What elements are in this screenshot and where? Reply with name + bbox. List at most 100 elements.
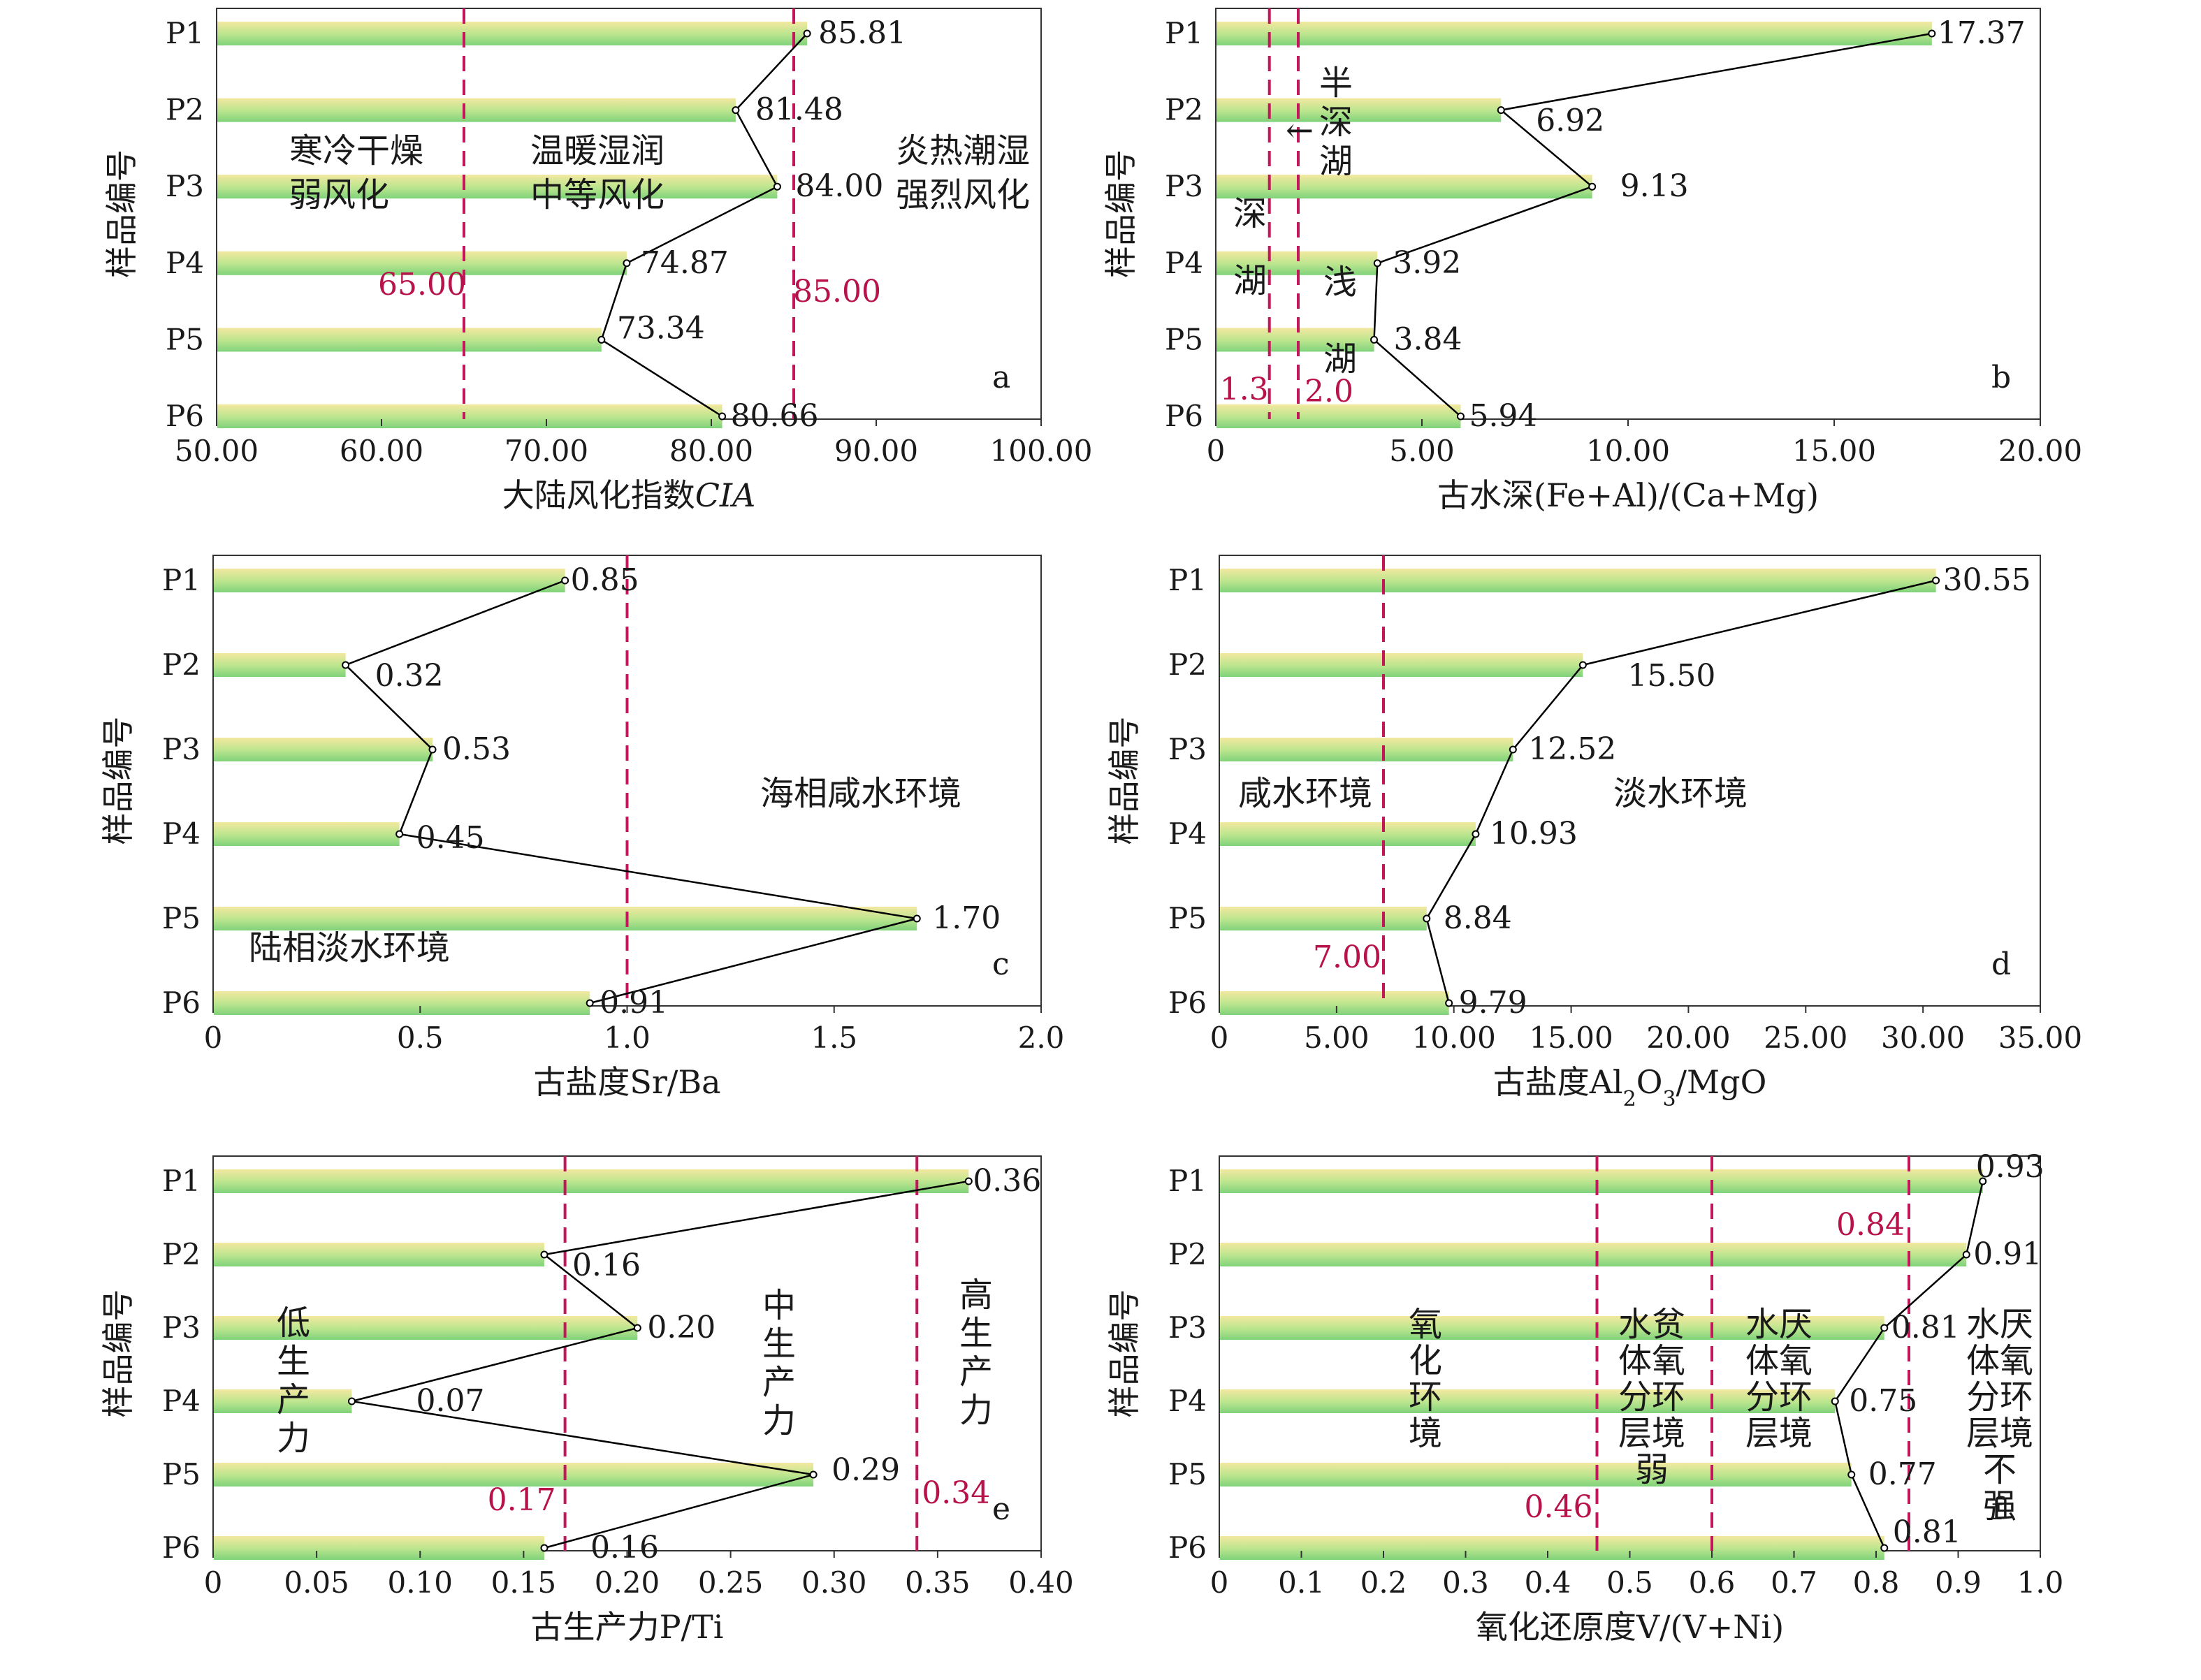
x-tick-label: 30.00 <box>1881 1021 1965 1055</box>
bar <box>1220 991 1449 1015</box>
x-tick-label: 0.5 <box>1606 1565 1653 1600</box>
x-tick-label: 0.10 <box>387 1565 453 1600</box>
data-label: 5.94 <box>1469 398 1537 434</box>
zone-label: 弱风化 <box>289 175 389 214</box>
data-point <box>561 576 569 585</box>
y-tick-label: P4 <box>166 246 204 280</box>
trend-line <box>1425 579 1936 1004</box>
data-label: 0.16 <box>572 1248 641 1283</box>
y-tick-label: P6 <box>1168 986 1207 1020</box>
bar <box>214 991 590 1015</box>
x-tick-label: 0.25 <box>698 1565 764 1600</box>
x-tick-label: 0.40 <box>1008 1565 1074 1600</box>
x-tick-label: 80.00 <box>669 434 753 468</box>
data-label: 0.77 <box>1868 1456 1937 1492</box>
y-axis-title: 样品编号 <box>99 717 137 845</box>
y-tick-label: P6 <box>1165 399 1203 433</box>
bar <box>217 22 808 45</box>
zone-label: 力 <box>959 1391 993 1430</box>
data-point <box>1847 1470 1856 1479</box>
data-point <box>633 1324 641 1332</box>
y-axis-title: 样品编号 <box>99 1290 137 1418</box>
bar <box>214 822 400 846</box>
data-point <box>773 182 781 191</box>
x-tick-label: 25.00 <box>1764 1021 1847 1055</box>
data-point <box>623 259 631 268</box>
y-tick-label: P6 <box>162 1531 201 1565</box>
x-tick-label: 0.30 <box>801 1565 867 1600</box>
bar <box>1216 328 1374 352</box>
x-tick-label: 0.9 <box>1935 1565 1982 1600</box>
zone-label: 境 <box>1409 1414 1442 1453</box>
y-tick-label: P1 <box>1165 16 1203 50</box>
zone-label: 湖 <box>1319 142 1353 181</box>
y-tick-label: P5 <box>1165 322 1203 356</box>
y-tick-label: P3 <box>1168 1310 1207 1345</box>
bar <box>1220 1389 1836 1413</box>
x-tick-label: 0.05 <box>284 1565 349 1600</box>
y-tick-label: P4 <box>1168 1384 1207 1418</box>
data-point <box>913 914 921 923</box>
bar <box>1220 1243 1967 1266</box>
threshold-label: 85.00 <box>793 274 881 309</box>
zone-label: 湖 <box>1323 339 1357 379</box>
threshold-label: 0.46 <box>1525 1489 1593 1525</box>
x-tick-label: 90.00 <box>834 434 918 468</box>
bar <box>214 1243 544 1266</box>
zone-label: 分环 <box>1966 1378 2033 1417</box>
zone-label: 产 <box>762 1363 796 1402</box>
data-point <box>1456 412 1465 421</box>
y-tick-label: P2 <box>162 1237 201 1271</box>
data-label: 9.13 <box>1620 168 1689 204</box>
data-label: 30.55 <box>1943 562 2031 598</box>
x-tick-label: 2.0 <box>1018 1021 1065 1055</box>
y-tick-label: P3 <box>1168 732 1207 766</box>
zone-label: 分环 <box>1618 1378 1685 1417</box>
data-point <box>1423 914 1431 923</box>
zone-label: 湖 <box>1233 261 1267 300</box>
y-tick-label: P2 <box>1168 1237 1207 1271</box>
zone-label: 寒冷干燥 <box>289 131 423 170</box>
zone-label: 弱 <box>1635 1450 1669 1489</box>
threshold-label: 0.84 <box>1836 1207 1905 1243</box>
data-label: 0.20 <box>647 1310 715 1345</box>
panel-c: P1 P2 P3 P4 P5 P6 0.85 0.32 0.53 0.45 1.70 0.91 0 0.5… <box>99 555 1064 1101</box>
bar <box>214 1169 969 1193</box>
data-point <box>395 830 404 838</box>
x-tick-label: 0 <box>1210 1565 1229 1600</box>
data-point <box>1962 1250 1970 1259</box>
data-point <box>964 1177 973 1185</box>
data-label: 0.32 <box>375 658 444 694</box>
y-tick-label: P2 <box>162 648 201 682</box>
arrow-icon: ← <box>1286 111 1314 150</box>
bar <box>217 404 722 428</box>
panel-label: a <box>992 360 1010 395</box>
data-label: 0.75 <box>1849 1383 1917 1419</box>
zone-label: 环 <box>1409 1378 1442 1417</box>
x-tick-label: 35.00 <box>1998 1021 2082 1055</box>
zone-label: 淡水环境 <box>1613 774 1748 813</box>
data-label: 3.92 <box>1393 245 1461 281</box>
data-label: 15.50 <box>1627 658 1715 694</box>
bar <box>1220 738 1513 761</box>
x-tick-label: 0.4 <box>1525 1565 1571 1600</box>
zone-label: 浅 <box>1323 263 1357 302</box>
data-point <box>347 1397 356 1405</box>
zone-label: 体氧 <box>1618 1341 1685 1380</box>
data-label: 0.91 <box>1973 1236 2042 1272</box>
data-label: 12.52 <box>1528 731 1616 767</box>
threshold-label: 1.3 <box>1220 372 1269 407</box>
trend-line <box>600 33 808 418</box>
zone-label: 氧 <box>1409 1305 1442 1344</box>
panel-b: P1 P2 P3 P4 P5 P6 17.37 6.92 9.13 3.92 3.84 5.94 0 5.… <box>1102 8 2082 514</box>
x-tick-label: 5.00 <box>1389 434 1455 468</box>
y-tick-label: P2 <box>166 93 204 127</box>
x-tick-label: 0 <box>204 1021 223 1055</box>
bar <box>214 738 433 761</box>
bar <box>214 907 917 930</box>
data-label: 0.81 <box>1891 1310 1960 1345</box>
data-label: 6.92 <box>1536 103 1604 139</box>
bar <box>217 251 627 275</box>
x-tick-label: 70.00 <box>504 434 588 468</box>
